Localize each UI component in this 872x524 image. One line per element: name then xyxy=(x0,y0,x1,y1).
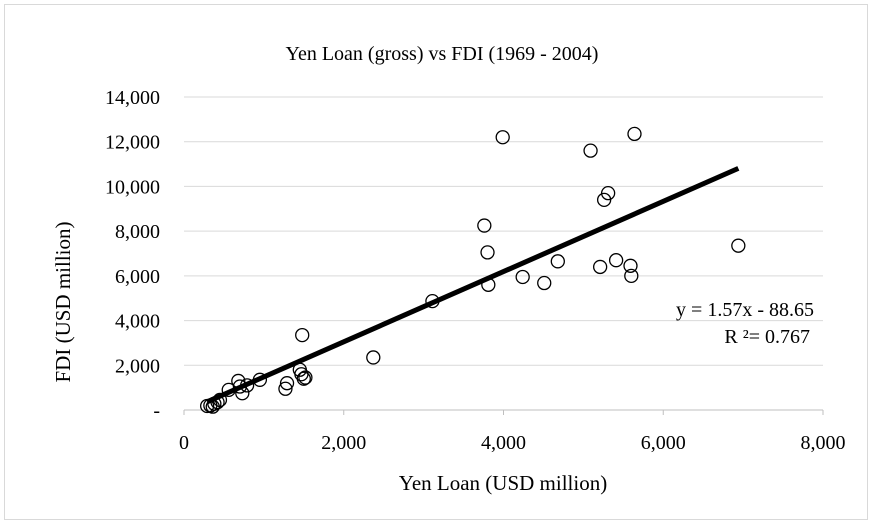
trendline xyxy=(206,166,740,405)
data-point xyxy=(295,327,310,343)
data-point xyxy=(235,386,250,401)
y-tick-label: 10,000 xyxy=(105,176,160,198)
data-point xyxy=(480,245,495,260)
data-point xyxy=(495,130,510,145)
data-point xyxy=(608,253,624,268)
data-point xyxy=(596,192,612,207)
axes xyxy=(183,409,824,415)
data-point xyxy=(624,268,639,284)
data-point xyxy=(221,382,236,398)
data-point xyxy=(279,376,295,391)
y-tick-label: 12,000 xyxy=(105,132,160,154)
data-point xyxy=(366,350,381,365)
y-tick-label: 14,000 xyxy=(105,87,160,109)
x-tick-labels: 0 2,000 4,000 6,000 8,000 xyxy=(179,432,846,454)
y-tick-label: 8,000 xyxy=(115,221,160,243)
data-point xyxy=(296,371,311,386)
data-point xyxy=(627,126,642,142)
y-tick-label: - xyxy=(153,400,160,422)
y-tick-labels: - 2,000 4,000 6,000 8,000 10,000 12,000 14,000 xyxy=(105,87,160,422)
data-point xyxy=(278,381,293,396)
data-point xyxy=(537,275,552,291)
data-point xyxy=(583,143,598,158)
data-point xyxy=(425,293,440,309)
data-point xyxy=(212,392,228,408)
chart-title: Yen Loan (gross) vs FDI (1969 - 2004) xyxy=(286,43,599,65)
chart-frame xyxy=(4,4,868,520)
y-tick-label: 2,000 xyxy=(115,355,160,377)
x-tick-label: 6,000 xyxy=(641,432,686,454)
y-tick-label: 4,000 xyxy=(115,311,160,333)
x-tick-label: 2,000 xyxy=(321,432,366,454)
data-point xyxy=(515,269,530,285)
data-points xyxy=(200,126,746,414)
data-point xyxy=(239,378,255,393)
data-point xyxy=(477,218,492,233)
r-squared-label: R ²= 0.767 xyxy=(724,326,810,348)
data-point xyxy=(232,379,248,394)
data-point xyxy=(550,254,565,269)
data-point xyxy=(298,370,313,385)
trendline-equation: y = 1.57x - 88.65 xyxy=(676,299,814,321)
data-point xyxy=(481,277,496,292)
data-point xyxy=(600,185,616,201)
data-point xyxy=(592,259,608,275)
x-tick-label: 8,000 xyxy=(801,432,846,454)
trendline-line xyxy=(206,166,740,405)
data-point xyxy=(252,372,268,387)
x-axis-label: Yen Loan (USD million) xyxy=(399,471,607,495)
data-point xyxy=(731,238,746,253)
data-point xyxy=(623,258,638,273)
x-tick-label: 4,000 xyxy=(481,432,526,454)
x-tick-label: 0 xyxy=(179,432,189,454)
data-point xyxy=(210,395,225,410)
y-tick-label: 6,000 xyxy=(115,266,160,288)
y-axis-label: FDI (USD million) xyxy=(51,221,75,382)
